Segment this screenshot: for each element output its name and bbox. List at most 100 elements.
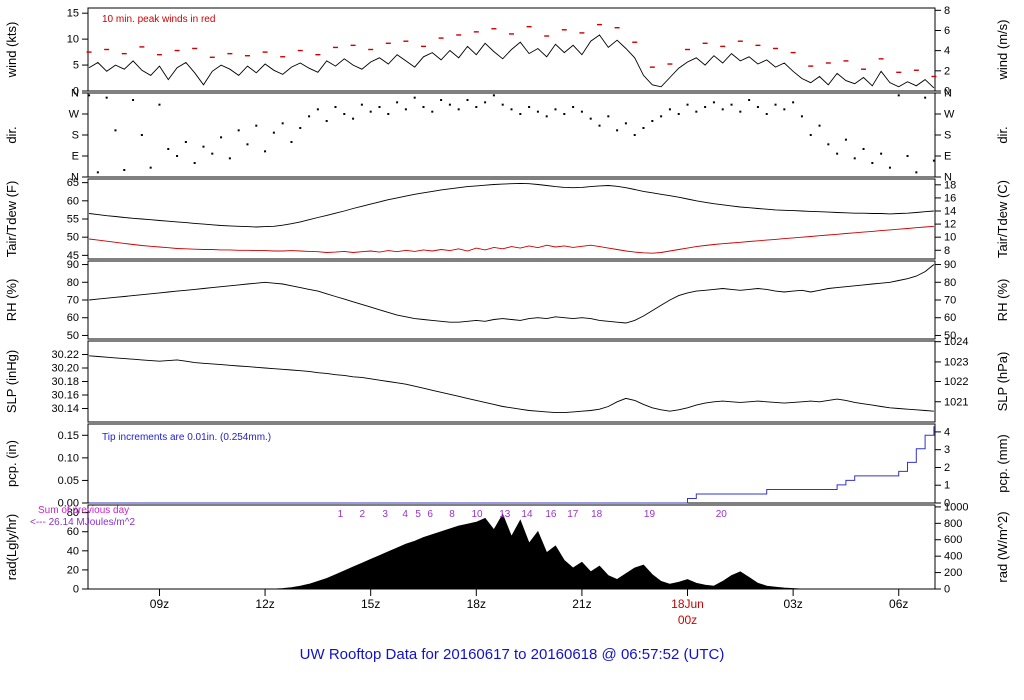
slp-series-slp bbox=[89, 355, 934, 414]
pcp-ytick-right-label: 1 bbox=[944, 480, 950, 492]
x-axis-tick-label: 12z bbox=[255, 597, 274, 611]
dir-dot bbox=[448, 103, 451, 106]
rh-ytick-left-label: 70 bbox=[67, 295, 79, 307]
dir-dot bbox=[739, 110, 742, 113]
dir-dot bbox=[748, 99, 751, 101]
dir-dot bbox=[897, 94, 900, 97]
dir-ytick-right-label: N bbox=[944, 88, 952, 100]
dir-dot bbox=[563, 113, 566, 115]
rad-hour-number: 13 bbox=[499, 509, 511, 520]
dir-dot bbox=[114, 129, 117, 132]
rad-ytick-left-label: 40 bbox=[67, 545, 79, 557]
slp-ytick-left-label: 30.16 bbox=[51, 390, 79, 402]
dir-dot bbox=[783, 108, 786, 111]
dir-dot bbox=[668, 108, 671, 111]
dir-dot bbox=[580, 110, 583, 113]
slp-ytick-right-label: 1021 bbox=[944, 396, 968, 408]
dir-dot bbox=[325, 120, 328, 122]
dir-ytick-right-label: W bbox=[944, 109, 955, 121]
rad-hour-number: 6 bbox=[427, 509, 433, 520]
rh-series-rh bbox=[89, 264, 935, 324]
dir-dot bbox=[308, 115, 311, 118]
rad-ytick-right-label: 400 bbox=[944, 551, 962, 563]
pcp-ytick-left-label: 0.00 bbox=[58, 498, 79, 510]
dir-ytick-right-label: E bbox=[944, 151, 951, 163]
dir-dot bbox=[140, 134, 143, 136]
dir-dot bbox=[616, 129, 619, 132]
dir-dot bbox=[501, 103, 504, 106]
temp-ytick-right-label: 18 bbox=[944, 179, 956, 191]
dir-dot bbox=[888, 166, 891, 169]
dir-dot bbox=[431, 110, 434, 113]
dir-dot bbox=[264, 150, 267, 153]
dir-dot bbox=[475, 106, 478, 108]
dir-dot bbox=[598, 124, 601, 127]
temp-ytick-left-label: 45 bbox=[67, 250, 79, 262]
pcp-ytick-left-label: 0.10 bbox=[58, 452, 79, 464]
rad-ytick-right-label: 800 bbox=[944, 518, 962, 530]
temp-series-tdew bbox=[89, 225, 934, 254]
dir-dot bbox=[360, 103, 363, 106]
dir-dot bbox=[281, 122, 284, 125]
dir-dot bbox=[132, 99, 135, 101]
rad-ylabel-right: rad (W/m^2) bbox=[995, 511, 1010, 582]
wind-annotation-0: 10 min. peak winds in red bbox=[102, 14, 215, 25]
x-axis-tick-label: 18Jun bbox=[671, 597, 704, 611]
dir-ytick-left-label: W bbox=[69, 109, 80, 121]
dir-dot bbox=[466, 99, 469, 101]
rh-ytick-left-label: 90 bbox=[67, 259, 79, 271]
dir-dot bbox=[853, 157, 856, 160]
pcp-ytick-right-label: 0 bbox=[944, 498, 950, 510]
dir-dot bbox=[660, 115, 663, 118]
temp-ytick-right-label: 14 bbox=[944, 206, 956, 218]
rad-ytick-right-label: 600 bbox=[944, 534, 962, 546]
dir-dot bbox=[211, 152, 214, 155]
dir-dot bbox=[642, 127, 645, 129]
x-axis-tick-label2: 00z bbox=[678, 613, 697, 627]
x-axis-tick-label: 06z bbox=[889, 597, 908, 611]
dir-dot bbox=[607, 115, 610, 118]
dir-dot bbox=[237, 129, 240, 132]
wind-ytick-left-label: 15 bbox=[67, 8, 79, 20]
temp-ytick-right-label: 12 bbox=[944, 219, 956, 231]
dir-dot bbox=[818, 124, 821, 127]
pcp-ytick-right-label: 3 bbox=[944, 444, 950, 456]
rad-ylabel-left: rad(Lgly/hr) bbox=[4, 514, 19, 580]
x-axis-tick-label: 18z bbox=[467, 597, 486, 611]
wind-ytick-right-label: 4 bbox=[944, 45, 950, 57]
dir-dot bbox=[387, 113, 390, 115]
rad-hour-number: 1 bbox=[338, 509, 344, 520]
dir-dot bbox=[88, 94, 91, 97]
dir-ytick-left-label: N bbox=[71, 172, 79, 184]
dir-dot bbox=[730, 103, 733, 106]
rh-ytick-right-label: 50 bbox=[944, 330, 956, 342]
dir-dot bbox=[158, 103, 161, 106]
dir-dot bbox=[756, 106, 759, 108]
rad-hour-number: 3 bbox=[382, 509, 388, 520]
slp-ylabel-right: SLP (hPa) bbox=[995, 352, 1010, 412]
dir-dot bbox=[906, 155, 909, 157]
rh-ytick-left-label: 60 bbox=[67, 312, 79, 324]
dir-dot bbox=[413, 96, 416, 99]
rad-hour-number: 19 bbox=[644, 509, 656, 520]
dir-dot bbox=[554, 108, 557, 111]
rh-ylabel-right: RH (%) bbox=[995, 279, 1010, 322]
wind-ytick-left-label: 10 bbox=[67, 34, 79, 46]
dir-dot bbox=[96, 171, 99, 174]
rad-hour-number: 4 bbox=[402, 509, 408, 520]
dir-dot bbox=[633, 134, 636, 136]
temp-ytick-right-label: 16 bbox=[944, 192, 956, 204]
dir-dot bbox=[721, 108, 724, 111]
dir-dot bbox=[299, 127, 302, 129]
rh-ytick-right-label: 80 bbox=[944, 277, 956, 289]
rad-hour-number: 14 bbox=[521, 509, 533, 520]
dir-dot bbox=[352, 117, 355, 120]
wind-ytick-left-label: 0 bbox=[73, 86, 79, 98]
dir-dot bbox=[396, 101, 399, 104]
slp-frame bbox=[87, 340, 936, 423]
dir-dot bbox=[712, 101, 715, 104]
dir-dot bbox=[862, 148, 865, 150]
dir-dot bbox=[184, 141, 187, 143]
dir-dot bbox=[624, 122, 627, 125]
dir-dot bbox=[792, 101, 795, 104]
